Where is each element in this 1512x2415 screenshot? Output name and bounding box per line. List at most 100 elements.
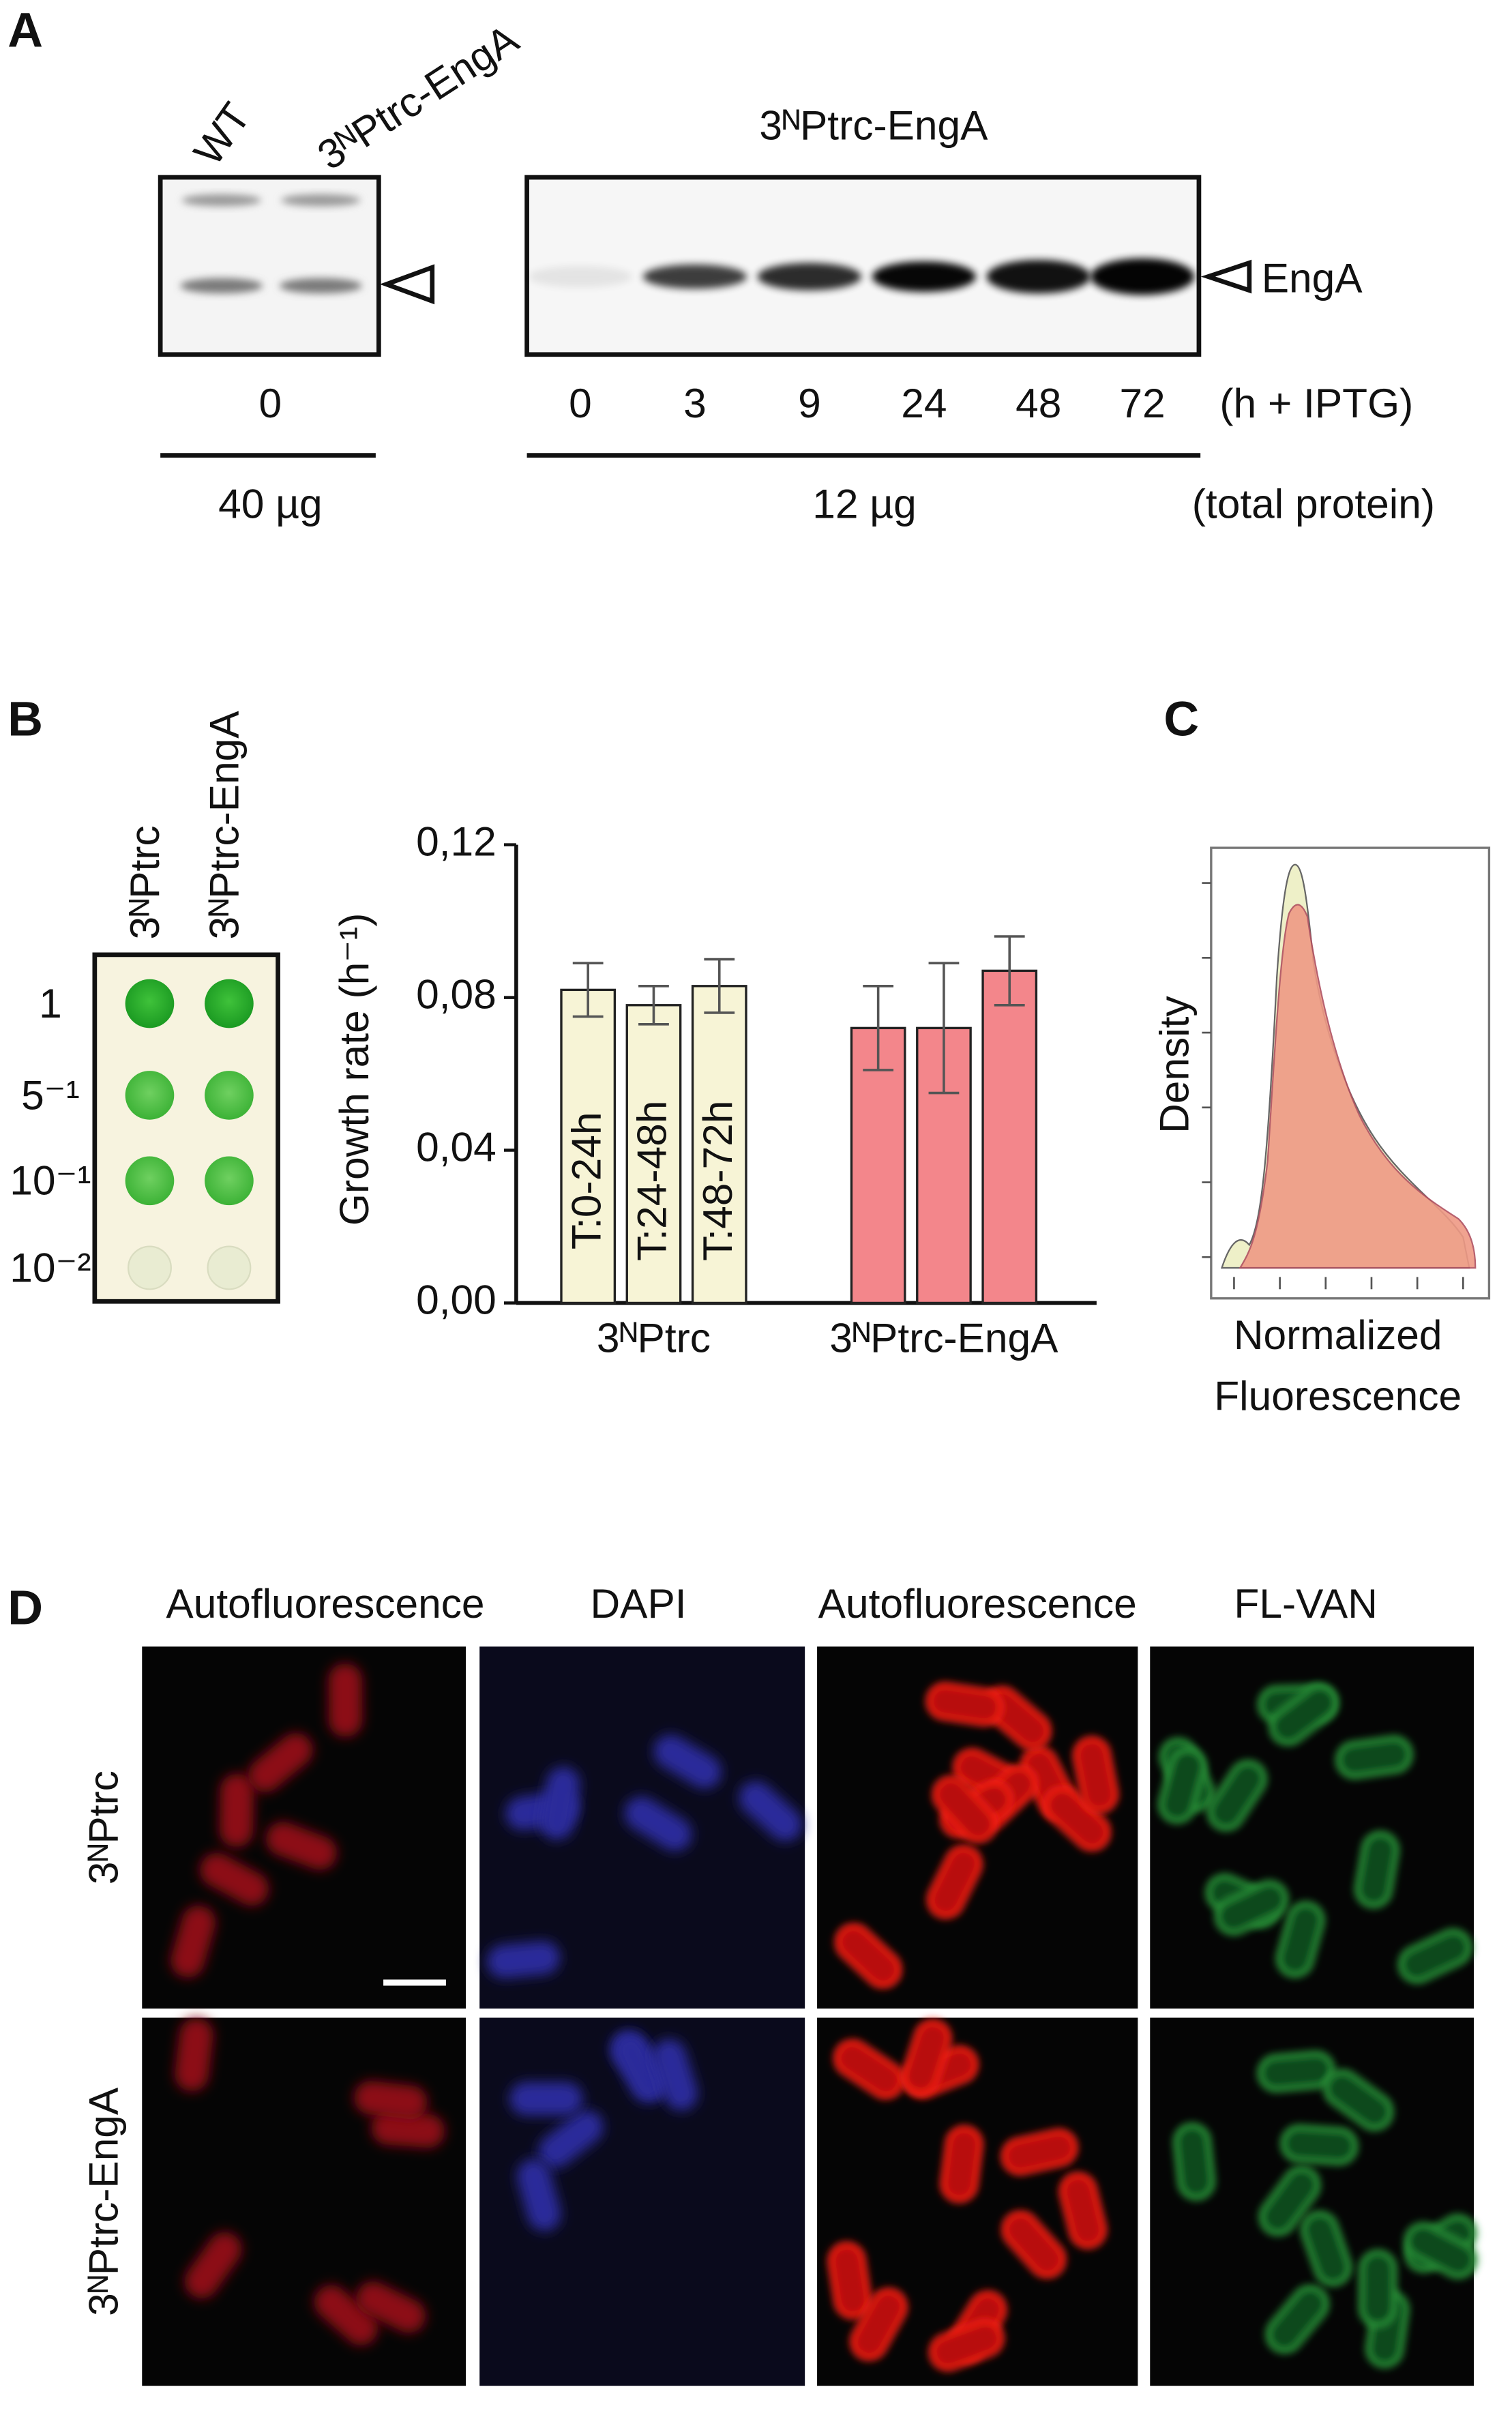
- band-label: EngA: [1262, 254, 1363, 301]
- panel-label: C: [1163, 692, 1199, 746]
- error-bar: [572, 962, 604, 1018]
- series-label: T:0-24h: [563, 1112, 609, 1249]
- cell: [932, 1775, 998, 1843]
- error-bar: [863, 984, 894, 1071]
- x-axis-label: Normalized: [1234, 1312, 1442, 1358]
- cell: [356, 2281, 426, 2333]
- cell: [1173, 2122, 1216, 2201]
- column-header: Autofluorescence: [166, 1580, 484, 1627]
- cell: [219, 1773, 254, 1848]
- blot-band: [872, 261, 976, 292]
- strain-label: 3ᴺPtrc: [121, 825, 168, 939]
- panel-label: A: [8, 3, 43, 57]
- time-label: 72: [1119, 380, 1165, 426]
- cell: [1000, 2129, 1078, 2176]
- blot-band: [642, 264, 747, 289]
- cell: [248, 1733, 313, 1792]
- cell: [1359, 2249, 1397, 2328]
- panel-label: B: [8, 692, 43, 746]
- blot-band: [181, 194, 261, 207]
- blot-band: [180, 278, 263, 294]
- time-label: 0: [569, 380, 592, 426]
- panel-label: D: [8, 1581, 43, 1635]
- cell: [1404, 2222, 1478, 2279]
- bar: [850, 1026, 906, 1305]
- cell: [314, 2285, 378, 2345]
- row-label: 3ᴺPtrc: [80, 1770, 127, 1884]
- dilution-label: 1: [39, 980, 62, 1026]
- y-tick-label: 0,12: [416, 818, 496, 865]
- blot-title: 3ᴺPtrc-EngA: [759, 102, 988, 148]
- cell: [926, 1845, 983, 1919]
- cell: [1206, 1760, 1267, 1831]
- cell: [1323, 2069, 1394, 2131]
- time-unit: (h + IPTG): [1219, 380, 1413, 426]
- cell: [200, 1853, 269, 1906]
- cell: [1275, 1901, 1325, 1978]
- cell: [850, 2287, 908, 2361]
- time-label: 3: [683, 380, 707, 426]
- time-label: 48: [1016, 380, 1061, 426]
- cell: [1058, 2172, 1107, 2249]
- cell: [827, 2241, 872, 2320]
- y-tick-label: 0,04: [416, 1123, 496, 1170]
- cell: [509, 2081, 583, 2116]
- blot-band: [1090, 258, 1195, 295]
- column-header: DAPI: [591, 1580, 687, 1627]
- cell: [901, 2019, 952, 2096]
- blot-left: [158, 175, 381, 357]
- colony: [207, 1245, 252, 1290]
- blot-band: [757, 263, 862, 291]
- y-tick-label: 0,00: [416, 1276, 496, 1322]
- row-label: 3ᴺPtrc-EngA: [80, 2087, 127, 2316]
- bar: [981, 969, 1038, 1305]
- dilution-label: 10⁻¹: [10, 1157, 91, 1204]
- cell: [1354, 1831, 1399, 1909]
- blot-band: [528, 265, 633, 288]
- cell: [613, 2033, 665, 2103]
- cell: [653, 1734, 722, 1789]
- y-axis-label: Density: [1151, 996, 1198, 1134]
- x-tick-label: 3ᴺPtrc-EngA: [829, 1314, 1058, 1361]
- cell: [1280, 2124, 1359, 2165]
- colony: [205, 1156, 254, 1206]
- error-bar: [994, 935, 1025, 1007]
- cell: [1001, 2210, 1067, 2279]
- cell: [1257, 2050, 1335, 2092]
- cell: [1158, 1747, 1207, 1824]
- time-label: 9: [798, 380, 821, 426]
- cell: [171, 1906, 216, 1978]
- arrowhead: [379, 264, 435, 305]
- colony: [125, 1156, 175, 1206]
- amount-label: 12 µg: [812, 481, 917, 527]
- x-axis-label: Fluorescence: [1214, 1373, 1462, 1419]
- blot-band: [986, 259, 1091, 294]
- cell: [1072, 1736, 1119, 1813]
- amount-label: 40 µg: [218, 481, 323, 527]
- blot-right: [524, 175, 1202, 357]
- cell: [1258, 2165, 1321, 2236]
- density-curve: [1239, 904, 1477, 1269]
- cell: [1300, 2210, 1352, 2287]
- time-label: 24: [901, 380, 947, 426]
- cell: [185, 2232, 242, 2298]
- cell: [1265, 2285, 1329, 2354]
- column-header: FL-VAN: [1234, 1580, 1378, 1627]
- error-bar: [638, 984, 669, 1026]
- y-tick-label: 0,08: [416, 971, 496, 1018]
- colony: [125, 1071, 175, 1120]
- cell: [624, 1796, 692, 1852]
- cell: [486, 1941, 561, 1979]
- blot-band: [281, 194, 361, 207]
- error-bar: [704, 958, 735, 1014]
- blot-band: [279, 278, 362, 294]
- bar: [691, 985, 747, 1305]
- cell: [266, 1822, 337, 1870]
- dilution-label: 5⁻¹: [21, 1071, 80, 1118]
- cell: [539, 1766, 580, 1840]
- cell: [834, 1923, 902, 1989]
- series-label: T:24-48h: [629, 1101, 675, 1261]
- cell: [940, 2125, 983, 2203]
